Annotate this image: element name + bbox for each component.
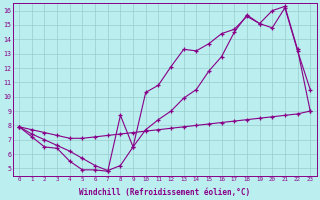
- X-axis label: Windchill (Refroidissement éolien,°C): Windchill (Refroidissement éolien,°C): [79, 188, 250, 197]
